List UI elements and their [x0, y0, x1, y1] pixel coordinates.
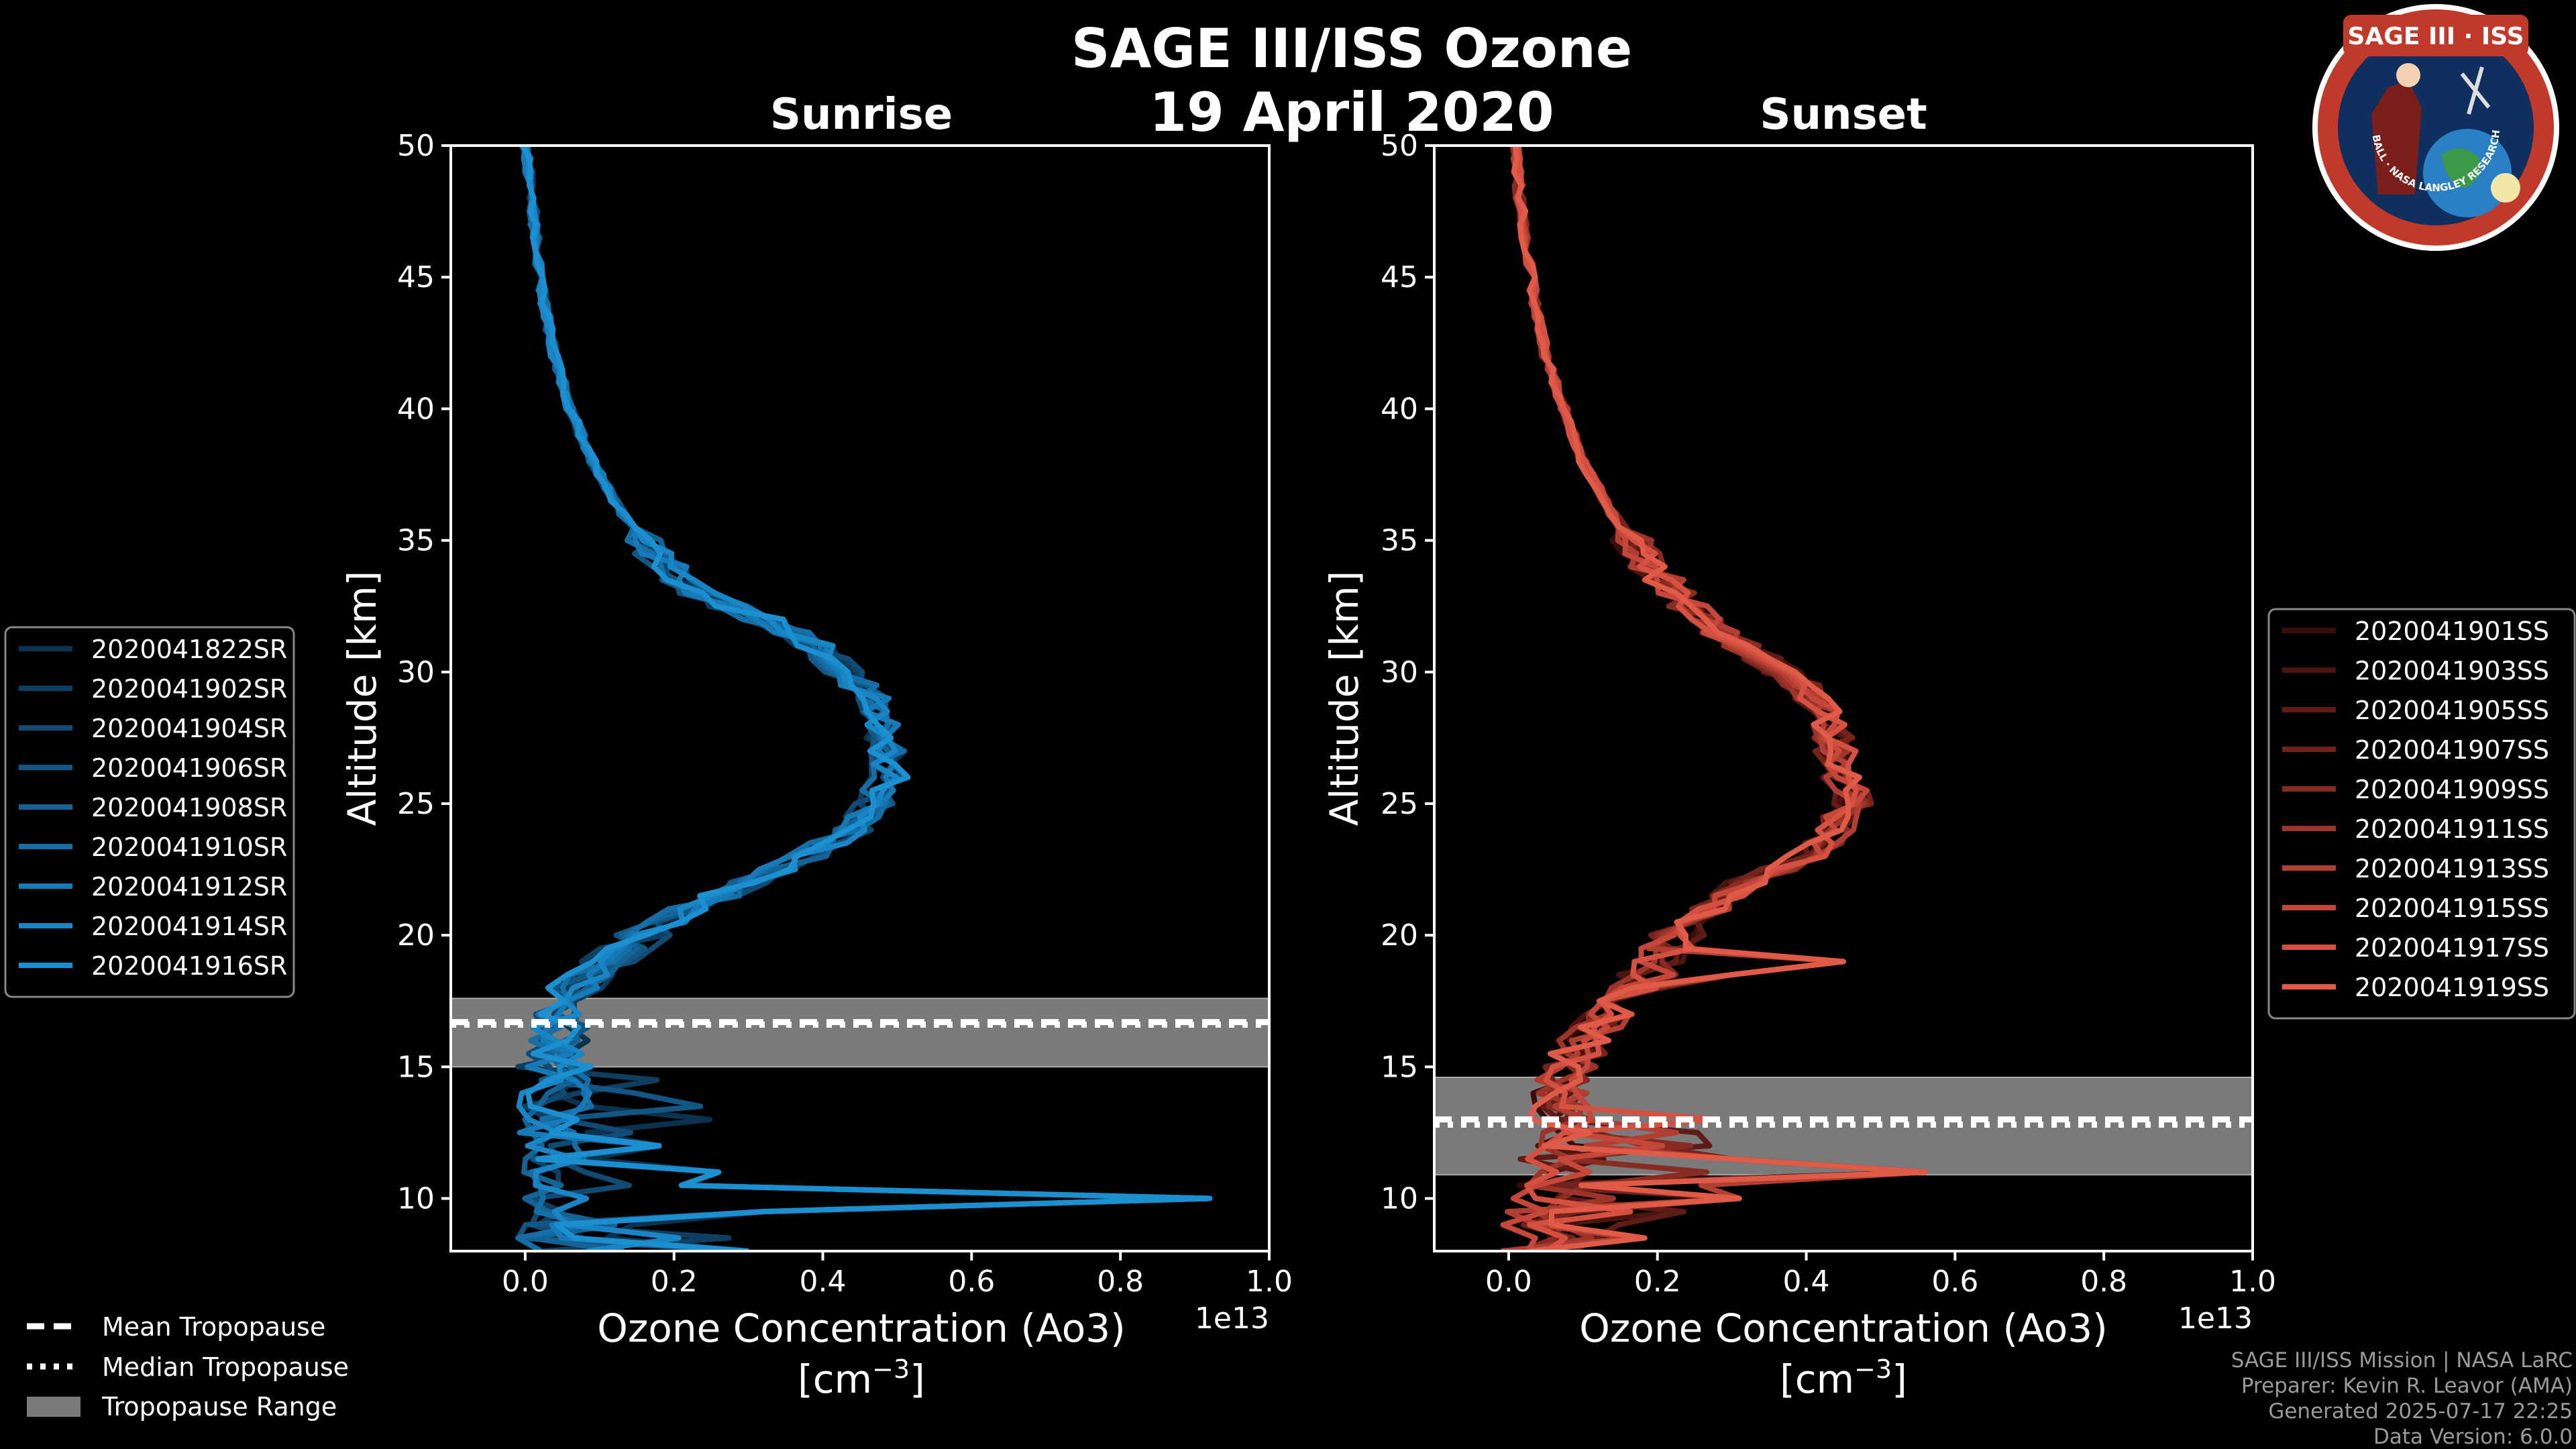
sunset-y-tick-label: 15: [1381, 1050, 1418, 1084]
logo-continent: [2442, 148, 2481, 188]
credit-line: Preparer: Kevin R. Leavor (AMA): [2241, 1374, 2573, 1398]
sunrise-x-axis-unit: [cm−3]: [798, 1354, 925, 1402]
sunset-y-tick-label: 10: [1381, 1182, 1418, 1216]
sunset-legend-entry: 2020041917SS: [2355, 933, 2549, 963]
sunset-x-tick-label: 0.2: [1634, 1265, 1681, 1299]
sunrise-x-tick-label: 1.0: [1246, 1265, 1293, 1299]
logo-space-station: [2460, 66, 2491, 115]
sunset-legend-entry: 2020041909SS: [2355, 775, 2549, 804]
sunrise-legend-entry: 2020041914SR: [91, 912, 287, 941]
sunrise-x-tick-label: 0.8: [1097, 1265, 1144, 1299]
sunset-x-tick-label: 0.8: [2080, 1265, 2127, 1299]
sunrise-y-tick-label: 40: [397, 392, 435, 426]
logo-moon: [2491, 173, 2520, 203]
sunset-x-axis-label: Ozone Concentration (Ao3): [1579, 1305, 2108, 1351]
sunrise-x-tick-label: 0.0: [502, 1265, 549, 1299]
sunset-x-tick-label: 0.0: [1485, 1265, 1532, 1299]
sunrise-y-tick-label: 15: [397, 1050, 435, 1084]
sunset-y-tick-label: 25: [1381, 787, 1418, 821]
figure-date: 19 April 2020: [1149, 81, 1554, 144]
sunset-profile-2020041919SS: [1511, 146, 1928, 1251]
sunset-x-tick-label: 0.4: [1783, 1265, 1830, 1299]
sunrise-y-tick-label: 30: [397, 655, 435, 690]
sunrise-y-tick-label: 20: [397, 918, 435, 953]
sunrise-legend-entry: 2020041912SR: [91, 872, 287, 902]
sunset-legend-frame: [2267, 608, 2576, 1020]
sunset-legend-entry: 2020041911SS: [2355, 814, 2549, 844]
sunrise-legend-frame: [4, 626, 295, 998]
sunset-axes-frame: [1433, 144, 2254, 1252]
sunset-panel: Sunset 0.0 0.2 0.4 0.6 0.8 1.0 10 15 20 25 30 35 40 4…: [1322, 90, 2276, 1402]
sunrise-y-tick-label: 10: [397, 1182, 435, 1216]
sunrise-legend-entry: 2020041906SR: [91, 753, 287, 783]
credit-line: SAGE III/ISS Mission | NASA LaRC: [2231, 1348, 2573, 1373]
sunset-legend-entry: 2020041915SS: [2355, 894, 2549, 923]
sunset-x-tick-label: 0.6: [1931, 1265, 1978, 1299]
tropopause-range-swatch: [27, 1397, 80, 1417]
sunrise-tropopause-range-band: [450, 998, 1270, 1068]
credits: SAGE III/ISS Mission | NASA LaRC Prepare…: [2231, 1348, 2573, 1449]
sunrise-axes-frame: [449, 144, 1271, 1252]
sunset-offset-label: 1e13: [2178, 1301, 2253, 1336]
sunset-y-tick-label: 50: [1381, 129, 1418, 163]
sunset-profiles: [1500, 146, 1928, 1251]
sunrise-x-axis-label: Ozone Concentration (Ao3): [597, 1305, 1126, 1351]
sunset-legend: 2020041901SS 2020041903SS 2020041905SS 2020…: [2267, 608, 2576, 1020]
sunset-y-axis-label: Altitude [km]: [1322, 571, 1367, 826]
legend-median-tropopause: Median Tropopause: [102, 1352, 349, 1382]
sunrise-legend-entry: 2020041904SR: [91, 714, 287, 743]
sunset-legend-entry: 2020041901SS: [2355, 616, 2549, 646]
sunrise-legend-entry: 2020041908SR: [91, 793, 287, 822]
sunset-x-tick-label: 1.0: [2229, 1265, 2276, 1299]
credit-line: Generated 2025-07-17 22:25: [2268, 1399, 2573, 1424]
sunrise-y-tick-label: 35: [397, 524, 435, 558]
sunset-panel-title: Sunset: [1760, 90, 1927, 140]
sunrise-legend-entry: 2020041902SR: [91, 674, 287, 704]
sunrise-profile-2020041916SR: [520, 146, 1213, 1251]
logo-banner: [2343, 15, 2528, 56]
sunrise-tropopause-layer: [450, 998, 1270, 1068]
legend-mean-tropopause: Mean Tropopause: [102, 1312, 325, 1342]
sunrise-legend-entry: 2020041822SR: [91, 635, 287, 664]
sunrise-y-tick-label: 45: [397, 260, 435, 294]
sunset-y-tick-label: 20: [1381, 918, 1418, 953]
sunset-y-tick-label: 30: [1381, 655, 1418, 690]
figure-title: SAGE III/ISS Ozone: [1071, 17, 1632, 80]
logo-title: SAGE III · ISS: [2347, 23, 2524, 50]
sunset-y-tick-label: 45: [1381, 260, 1418, 294]
sunrise-legend-entry: 2020041916SR: [91, 951, 287, 981]
sunrise-panel: Sunrise 0.0 0.2 0.4 0.6 0.8 1.0 10 15 20 25 30 35 40…: [339, 90, 1293, 1402]
sunset-legend-entry: 2020041907SS: [2355, 735, 2549, 765]
sunset-y-tick-label: 35: [1381, 524, 1418, 558]
sunrise-x-tick-label: 0.6: [948, 1265, 995, 1299]
tropopause-legend: Mean Tropopause Median Tropopause Tropop…: [27, 1312, 349, 1421]
sunset-legend-entry: 2020041905SS: [2355, 696, 2549, 725]
sunset-ticks: 0.0 0.2 0.4 0.6 0.8 1.0 10 15 20 25 30 35 40 45 50: [1381, 129, 2276, 1299]
sunrise-ticks: 0.0 0.2 0.4 0.6 0.8 1.0 10 15 20 25 30 35 40 45 50: [397, 129, 1293, 1299]
logo-figure-head: [2396, 63, 2420, 87]
legend-tropopause-range: Tropopause Range: [101, 1392, 337, 1421]
sunrise-x-tick-label: 0.4: [800, 1265, 847, 1299]
sunrise-profiles: [515, 146, 1213, 1251]
sunset-y-tick-label: 40: [1381, 392, 1418, 426]
sunset-legend-entry: 2020041903SS: [2355, 656, 2549, 686]
sunrise-y-tick-label: 25: [397, 787, 435, 821]
credit-line: Data Version: 6.0.0: [2373, 1425, 2573, 1449]
sunset-legend-entry: 2020041919SS: [2355, 973, 2549, 1002]
sunset-x-axis-unit: [cm−3]: [1780, 1354, 1907, 1402]
sunrise-y-tick-label: 50: [397, 129, 435, 163]
sunrise-legend: 2020041822SR 2020041902SR 2020041904SR 2020…: [4, 626, 295, 998]
sunset-legend-entry: 2020041913SS: [2355, 854, 2549, 883]
logo-figure: [2371, 80, 2422, 195]
sunrise-y-axis-label: Altitude [km]: [339, 571, 385, 826]
sunset-profile-2020041917SS: [1514, 146, 1859, 1251]
sunrise-offset-label: 1e13: [1195, 1301, 1269, 1336]
sunrise-panel-title: Sunrise: [770, 90, 953, 140]
sunrise-x-tick-label: 0.2: [651, 1265, 698, 1299]
sunrise-legend-entry: 2020041910SR: [91, 833, 287, 862]
